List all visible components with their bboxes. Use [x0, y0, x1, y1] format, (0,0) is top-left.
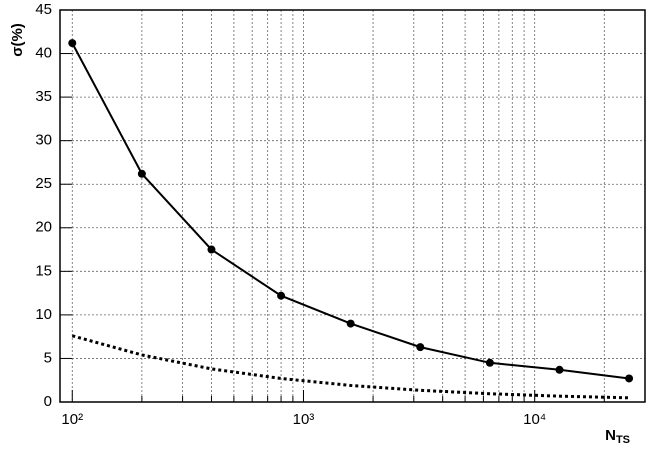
x-axis-label: NTS [605, 427, 630, 446]
y-tick-label: 5 [44, 349, 52, 366]
y-tick-label: 30 [35, 132, 52, 149]
y-tick-label: 35 [35, 88, 52, 105]
x-axis-label-sub: TS [616, 434, 630, 446]
x-tick-label: 10⁴ [523, 411, 546, 428]
data-point [485, 358, 494, 367]
y-axis-label: σ(%) [9, 23, 26, 57]
y-tick-label: 25 [35, 175, 52, 192]
data-point [68, 39, 77, 48]
y-tick-label: 20 [35, 219, 52, 236]
data-point [346, 319, 355, 328]
plot-frame [59, 9, 646, 403]
data-point [416, 343, 425, 352]
data-line [71, 334, 630, 400]
data-point [207, 245, 216, 254]
y-tick-label: 15 [35, 262, 52, 279]
data-point [625, 374, 634, 383]
x-tick-label: 10³ [293, 411, 315, 428]
data-point [555, 365, 564, 374]
y-tick-label: 45 [35, 1, 52, 18]
data-point [137, 169, 146, 178]
data-point [277, 291, 286, 300]
x-axis-label-main: N [605, 427, 616, 444]
y-tick-label: 0 [44, 393, 52, 410]
x-tick-label: 10² [61, 411, 83, 428]
y-tick-label: 40 [35, 45, 52, 62]
y-tick-label: 10 [35, 306, 52, 323]
